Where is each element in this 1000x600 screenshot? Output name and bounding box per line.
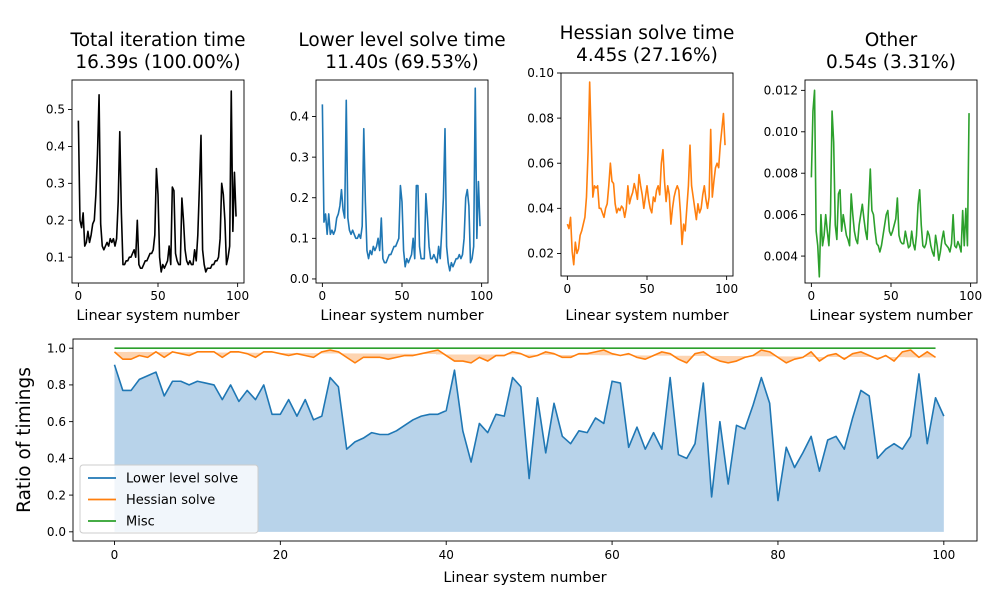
chart-title-line1: Lower level solve time bbox=[298, 30, 505, 51]
y-tick-label: 0.1 bbox=[290, 232, 309, 246]
x-tick-label: 20 bbox=[273, 548, 288, 562]
y-tick-label: 0.8 bbox=[47, 378, 66, 392]
x-axis-label: Linear system number bbox=[320, 308, 483, 324]
series-line bbox=[77, 90, 237, 273]
y-tick-label: 0.04 bbox=[527, 202, 554, 216]
y-tick-label: 0.2 bbox=[46, 213, 65, 227]
y-tick-label: 0.004 bbox=[764, 249, 798, 263]
x-tick-label: 0 bbox=[564, 282, 572, 296]
x-tick-label: 50 bbox=[150, 289, 165, 303]
series-line bbox=[810, 89, 970, 278]
series-line-lower-level-solve bbox=[113, 364, 945, 502]
x-tick-label: 100 bbox=[932, 548, 955, 562]
subplot-total-iteration-time: 0 50 100 0.1 0.2 0.3 0.4 0.5 Total iteration tim… bbox=[46, 30, 249, 324]
y-tick-label: 0.0 bbox=[290, 272, 309, 286]
x-axis-label: Linear system number bbox=[809, 308, 972, 324]
legend-label: Lower level solve bbox=[126, 472, 238, 487]
x-tick-label: 0 bbox=[319, 289, 327, 303]
series-line-hessian-solve bbox=[113, 349, 936, 364]
chart-title-line2: 4.45s (27.16%) bbox=[576, 45, 718, 66]
y-tick-label: 0.4 bbox=[47, 452, 66, 466]
x-tick-label: 60 bbox=[604, 548, 619, 562]
y-tick-label: 0.5 bbox=[46, 103, 65, 117]
legend-box bbox=[79, 464, 259, 534]
chart-title-line2: 11.40s (69.53%) bbox=[325, 52, 478, 73]
area-band-lower-level-solve bbox=[114, 364, 944, 532]
axes-frame bbox=[72, 338, 978, 542]
x-tick-label: 100 bbox=[959, 289, 982, 303]
chart-title-line1: Other bbox=[865, 30, 918, 51]
chart-title-line1: Total iteration time bbox=[70, 30, 246, 51]
y-tick-label: 0.008 bbox=[764, 166, 798, 180]
y-tick-label: 0.006 bbox=[764, 208, 798, 222]
y-tick-label: 0.6 bbox=[47, 415, 66, 429]
y-tick-label: 0.02 bbox=[527, 247, 554, 261]
y-tick-label: 0.2 bbox=[290, 191, 309, 205]
y-tick-label: 0.2 bbox=[47, 488, 66, 502]
x-tick-label: 0 bbox=[111, 548, 119, 562]
chart-title-line2: 16.39s (100.00%) bbox=[75, 52, 240, 73]
y-tick-label: 0.06 bbox=[527, 156, 554, 170]
y-axis-label: Ratio of timings bbox=[14, 367, 35, 513]
chart-title-line1: Hessian solve time bbox=[560, 23, 735, 44]
y-tick-label: 0.010 bbox=[764, 125, 798, 139]
subplot-lower-level-solve-time: 0 50 100 0.0 0.1 0.2 0.3 0.4 Lower level solve t… bbox=[290, 30, 506, 324]
chart-title-line2: 0.54s (3.31%) bbox=[826, 52, 956, 73]
series-line bbox=[566, 81, 726, 266]
y-tick-label: 0.08 bbox=[527, 111, 554, 125]
x-axis-label: Linear system number bbox=[443, 570, 606, 586]
y-tick-label: 0.4 bbox=[290, 110, 309, 124]
area-band-hessian-solve bbox=[114, 350, 936, 363]
y-tick-label: 0.3 bbox=[46, 177, 65, 191]
legend-label: Hessian solve bbox=[126, 493, 215, 508]
y-tick-label: 0.10 bbox=[527, 66, 554, 80]
x-tick-label: 50 bbox=[394, 289, 409, 303]
x-axis-label: Linear system number bbox=[76, 308, 239, 324]
subplot-hessian-solve-time: 0 50 100 0.02 0.04 0.06 0.08 0.10 Hessian solve … bbox=[527, 23, 738, 324]
y-tick-label: 1.0 bbox=[47, 341, 66, 355]
legend: Lower level solve Hessian solve Misc bbox=[79, 464, 259, 534]
legend-label: Misc bbox=[126, 515, 155, 530]
x-tick-label: 100 bbox=[470, 289, 493, 303]
y-tick-label: 0.0 bbox=[47, 525, 66, 539]
y-tick-label: 0.3 bbox=[290, 150, 309, 164]
subplot-other: 0 50 100 0.004 0.006 0.008 0.010 0.012 Other0.54… bbox=[764, 30, 982, 324]
y-tick-label: 0.4 bbox=[46, 140, 65, 154]
y-tick-label: 0.1 bbox=[46, 250, 65, 264]
x-tick-label: 80 bbox=[770, 548, 785, 562]
x-tick-label: 50 bbox=[883, 289, 898, 303]
x-tick-label: 100 bbox=[715, 282, 738, 296]
x-tick-label: 0 bbox=[75, 289, 83, 303]
subplot-ratio-of-timings: 0 20 40 60 80 100 0.0 0.2 0.4 0.6 0.8 1.0 Linear sys… bbox=[14, 338, 978, 586]
x-tick-label: 40 bbox=[439, 548, 454, 562]
x-tick-label: 100 bbox=[226, 289, 249, 303]
series-line bbox=[321, 87, 481, 272]
x-tick-label: 0 bbox=[808, 289, 816, 303]
x-axis-label: Linear system number bbox=[565, 308, 728, 324]
y-tick-label: 0.012 bbox=[764, 84, 798, 98]
x-tick-label: 50 bbox=[639, 282, 654, 296]
